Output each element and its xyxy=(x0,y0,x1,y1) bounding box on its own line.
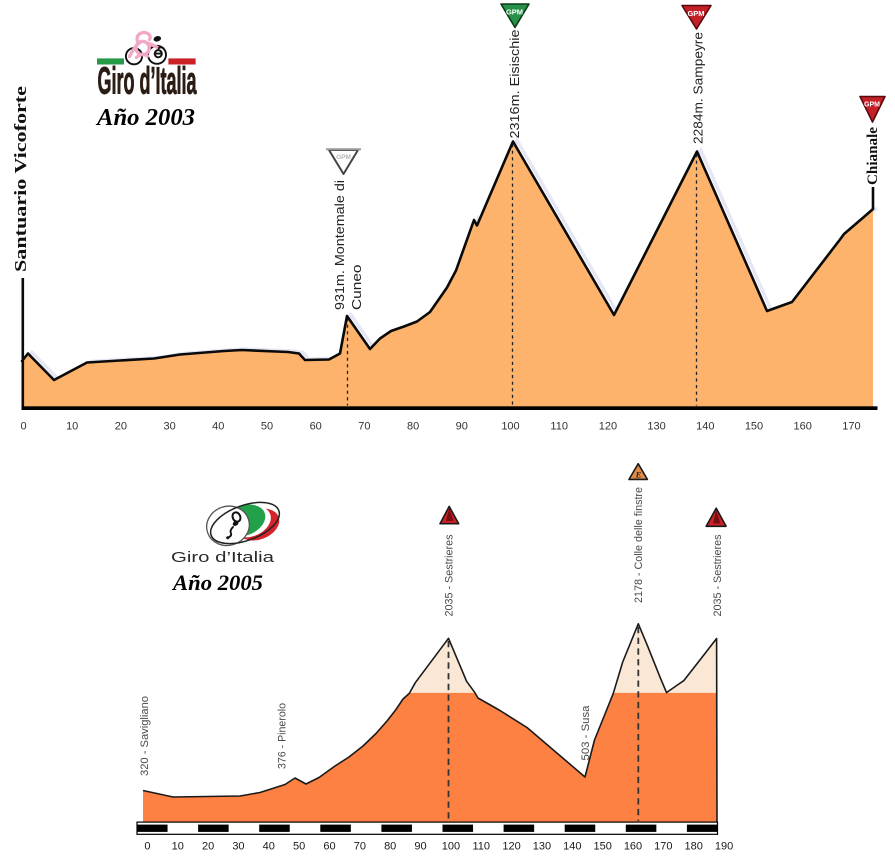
svg-text:40: 40 xyxy=(263,841,275,853)
svg-text:50: 50 xyxy=(261,421,273,433)
svg-text:120: 120 xyxy=(502,841,520,853)
svg-text:20: 20 xyxy=(115,421,127,433)
svg-text:110: 110 xyxy=(550,421,568,433)
svg-text:931m. Montemale di: 931m. Montemale di xyxy=(333,180,347,310)
svg-text:170: 170 xyxy=(654,841,672,853)
svg-text:20: 20 xyxy=(202,841,214,853)
svg-text:60: 60 xyxy=(310,421,322,433)
svg-text:376 - Pinerolo: 376 - Pinerolo xyxy=(277,703,289,769)
svg-text:120: 120 xyxy=(599,421,617,433)
svg-text:110: 110 xyxy=(472,841,490,853)
svg-text:E: E xyxy=(635,470,642,480)
svg-text:180: 180 xyxy=(685,841,703,853)
svg-text:Año 2005: Año 2005 xyxy=(171,570,263,595)
svg-text:140: 140 xyxy=(563,841,581,853)
svg-text:Año 2003: Año 2003 xyxy=(95,105,195,131)
svg-text:160: 160 xyxy=(624,841,642,853)
svg-text:Giro d’Italia: Giro d’Italia xyxy=(171,549,275,566)
svg-text:0: 0 xyxy=(144,841,150,853)
svg-text:50: 50 xyxy=(293,841,305,853)
svg-text:320 - Savigliano: 320 - Savigliano xyxy=(139,696,151,776)
svg-text:2284m. Sampeyre: 2284m. Sampeyre xyxy=(692,32,706,144)
svg-text:130: 130 xyxy=(647,421,665,433)
svg-text:90: 90 xyxy=(456,421,468,433)
svg-text:70: 70 xyxy=(358,421,370,433)
svg-text:100: 100 xyxy=(442,841,460,853)
svg-text:140: 140 xyxy=(696,421,714,433)
svg-text:GPM: GPM xyxy=(336,154,351,161)
svg-text:60: 60 xyxy=(323,841,335,853)
svg-text:2178 - Colle delle finstre: 2178 - Colle delle finstre xyxy=(633,487,645,603)
svg-text:100: 100 xyxy=(501,421,519,433)
svg-text:10: 10 xyxy=(66,421,78,433)
svg-text:GPM: GPM xyxy=(687,9,704,18)
svg-text:30: 30 xyxy=(163,421,175,433)
svg-text:GPM: GPM xyxy=(506,8,523,17)
svg-text:Santuario Vicoforte: Santuario Vicoforte xyxy=(11,85,30,272)
svg-text:2035 - Sestrieres: 2035 - Sestrieres xyxy=(444,534,456,616)
svg-text:Giro d’Italia: Giro d’Italia xyxy=(98,61,197,103)
svg-text:80: 80 xyxy=(384,841,396,853)
svg-text:503 - Susa: 503 - Susa xyxy=(580,705,592,761)
svg-text:70: 70 xyxy=(354,841,366,853)
svg-text:150: 150 xyxy=(593,841,611,853)
svg-text:2035 - Sestrieres: 2035 - Sestrieres xyxy=(712,534,724,616)
svg-text:10: 10 xyxy=(172,841,184,853)
svg-text:40: 40 xyxy=(212,421,224,433)
svg-text:Cuneo: Cuneo xyxy=(350,264,364,310)
svg-text:130: 130 xyxy=(533,841,551,853)
svg-text:190: 190 xyxy=(715,841,733,853)
svg-text:GPM: GPM xyxy=(864,102,880,109)
svg-text:80: 80 xyxy=(407,421,419,433)
svg-text:0: 0 xyxy=(20,421,26,433)
svg-text:90: 90 xyxy=(414,841,426,853)
svg-text:2316m. Eisischie: 2316m. Eisischie xyxy=(508,29,522,138)
svg-text:150: 150 xyxy=(745,421,763,433)
svg-text:Chianale: Chianale xyxy=(865,127,881,185)
svg-text:170: 170 xyxy=(842,421,860,433)
svg-text:30: 30 xyxy=(232,841,244,853)
svg-text:160: 160 xyxy=(794,421,812,433)
